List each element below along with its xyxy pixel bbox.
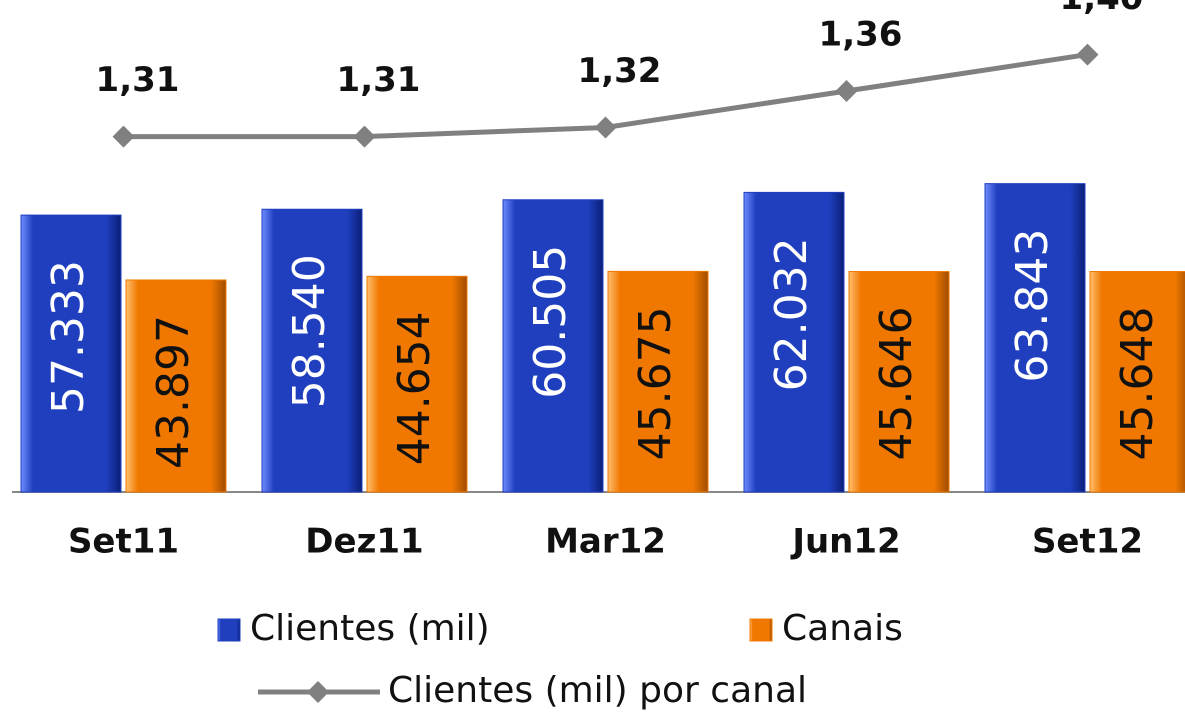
bar xyxy=(1089,271,1185,493)
data-label: 44.654 xyxy=(389,311,440,465)
data-label: 45.646 xyxy=(871,307,922,461)
line-marker xyxy=(1076,43,1099,66)
bar xyxy=(366,275,468,493)
data-label: 1,32 xyxy=(578,51,662,91)
bar xyxy=(261,208,363,493)
legend-swatch xyxy=(749,618,773,642)
data-label: 1,36 xyxy=(819,15,903,55)
line-marker xyxy=(835,80,858,103)
x-tick-label: Jun12 xyxy=(790,522,900,562)
x-tick-label: Set11 xyxy=(68,522,179,562)
x-tick-label: Dez11 xyxy=(305,522,423,562)
legend-swatch xyxy=(307,681,329,703)
line-marker xyxy=(594,116,617,139)
bar xyxy=(984,183,1086,493)
data-label: 1,31 xyxy=(337,60,421,100)
data-label: 60.505 xyxy=(525,245,576,399)
data-label: 1,40 xyxy=(1060,0,1144,18)
bar xyxy=(607,270,709,493)
line-marker xyxy=(353,125,376,148)
x-tick-label: Set12 xyxy=(1032,522,1143,562)
x-tick-label: Mar12 xyxy=(545,522,666,562)
data-label: 1,31 xyxy=(96,60,180,100)
bar xyxy=(743,191,845,493)
legend-swatch xyxy=(217,618,241,642)
legend-label: Canais xyxy=(782,608,903,649)
bar xyxy=(125,279,227,493)
bar xyxy=(20,214,122,493)
legend-label: Clientes (mil) por canal xyxy=(388,670,807,711)
data-label: 62.032 xyxy=(766,237,817,391)
data-label: 57.333 xyxy=(43,260,94,414)
data-label: 58.540 xyxy=(284,254,335,408)
data-label: 45.675 xyxy=(630,306,681,460)
bar xyxy=(848,271,950,493)
line-marker xyxy=(112,125,135,148)
data-label: 63.843 xyxy=(1007,229,1058,383)
data-label: 45.648 xyxy=(1112,307,1163,461)
data-label: 43.897 xyxy=(148,315,199,469)
legend-label: Clientes (mil) xyxy=(250,608,490,649)
bar xyxy=(502,199,604,493)
